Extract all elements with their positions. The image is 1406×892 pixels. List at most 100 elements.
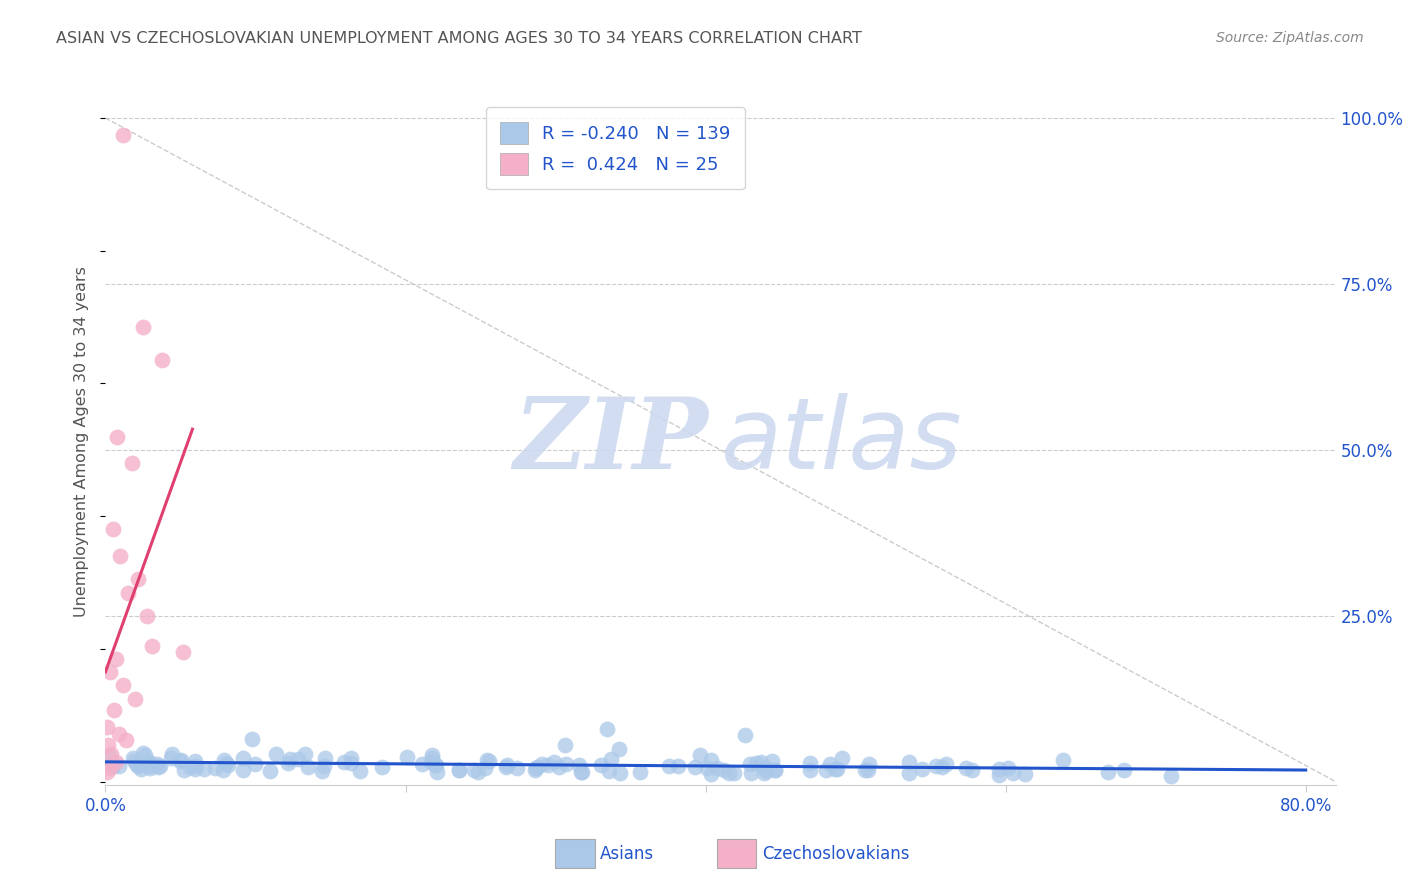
Point [146,756,169,771]
Point [349,764,371,778]
Point [287,752,309,766]
Point [898,756,921,770]
Point [820,757,842,772]
Point [700,766,723,780]
Point [340,756,363,770]
Point [152,353,174,368]
Point [172,645,194,659]
Point [240,731,263,746]
Point [132,320,155,334]
Point [259,764,281,778]
Point [264,747,287,762]
Point [179,759,201,773]
Point [755,764,778,778]
Point [117,585,139,599]
Point [149,759,172,773]
Point [141,639,163,653]
Point [1001,765,1024,780]
Point [571,764,593,779]
Point [1160,769,1182,783]
Point [97,748,120,763]
Point [340,751,363,765]
Point [765,763,787,777]
Point [988,768,1011,782]
Point [96,720,118,734]
Point [524,761,547,775]
Point [607,741,630,756]
Point [853,764,876,778]
Point [169,753,191,767]
Point [740,757,762,772]
Point [717,765,740,780]
Point [734,728,756,742]
Point [277,756,299,770]
Point [122,750,145,764]
Point [463,763,485,777]
Point [212,753,235,767]
Point [723,766,745,780]
Legend: R = -0.240   N = 139, R =  0.424   N = 25: R = -0.240 N = 139, R = 0.424 N = 25 [486,107,745,189]
Point [297,760,319,774]
Point [411,756,433,771]
Point [112,128,135,142]
Point [658,759,681,773]
Point [104,755,127,769]
Point [112,678,135,692]
Text: Czechoslovakians: Czechoslovakians [762,845,910,863]
Point [395,750,418,764]
Point [591,758,613,772]
Point [243,757,266,772]
Point [713,763,735,777]
Point [121,456,143,470]
Point [740,765,762,780]
Point [193,762,215,776]
Point [666,758,689,772]
Point [204,761,226,775]
Point [98,761,121,775]
Point [696,760,718,774]
Point [139,756,162,770]
Point [110,549,132,563]
Point [449,764,471,778]
Point [858,756,880,771]
Point [312,758,335,772]
Point [160,747,183,762]
Point [108,758,131,772]
Point [423,758,446,772]
Point [138,761,160,775]
Point [526,760,548,774]
Point [506,760,529,774]
Point [131,762,153,776]
Point [495,757,517,772]
Point [122,754,145,768]
Point [596,722,619,736]
Point [294,747,316,761]
Point [955,761,977,775]
Point [333,755,356,769]
Point [683,760,706,774]
Point [530,757,553,772]
Point [217,757,239,772]
Point [184,759,207,773]
Point [827,762,849,776]
Point [127,572,149,586]
Point [232,751,254,765]
Point [543,756,565,770]
Point [127,759,149,773]
Point [754,760,776,774]
Point [935,757,957,772]
Point [761,754,783,768]
Point [148,760,170,774]
Point [609,765,631,780]
Point [1097,764,1119,779]
Point [138,755,160,769]
Point [422,751,444,765]
Point [425,758,447,772]
Point [98,665,121,680]
Point [799,763,821,777]
Point [173,763,195,777]
Text: ASIAN VS CZECHOSLOVAKIAN UNEMPLOYMENT AMONG AGES 30 TO 34 YEARS CORRELATION CHAR: ASIAN VS CZECHOSLOVAKIAN UNEMPLOYMENT AM… [56,31,862,46]
Point [134,747,156,762]
Point [474,761,496,775]
Y-axis label: Unemployment Among Ages 30 to 34 years: Unemployment Among Ages 30 to 34 years [75,266,90,617]
